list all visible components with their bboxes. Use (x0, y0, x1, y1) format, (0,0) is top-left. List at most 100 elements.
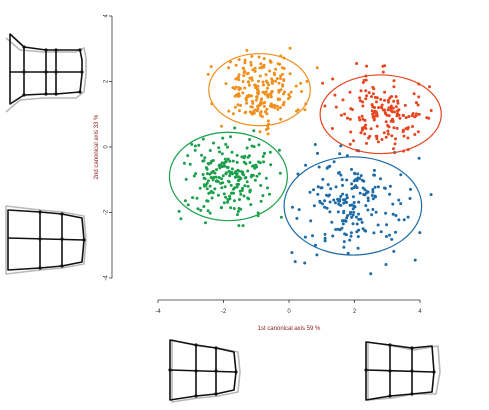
data-point (354, 215, 358, 219)
data-point (372, 231, 376, 235)
data-point (252, 129, 256, 133)
data-point (417, 156, 421, 160)
data-point (233, 199, 236, 203)
data-point (274, 79, 277, 83)
data-point (361, 104, 365, 108)
data-point (372, 87, 376, 91)
data-point (226, 200, 230, 204)
data-point (224, 160, 228, 163)
data-point (359, 131, 363, 135)
data-point (256, 91, 259, 95)
data-point (392, 85, 396, 89)
data-point (278, 171, 282, 175)
data-point (391, 212, 395, 216)
data-point (223, 185, 227, 189)
data-point (323, 205, 327, 209)
data-point (258, 161, 262, 165)
data-point (374, 210, 378, 214)
data-point (232, 187, 235, 191)
data-point (273, 103, 277, 107)
data-point (270, 105, 274, 109)
data-point (268, 192, 271, 196)
group-2-points (321, 62, 433, 153)
data-point (367, 91, 371, 95)
data-point (203, 177, 207, 181)
data-point (364, 97, 368, 101)
group-2-ellipse (319, 74, 442, 155)
data-point (281, 72, 284, 76)
data-point (371, 208, 375, 211)
data-point (394, 105, 398, 109)
data-point (345, 200, 349, 204)
data-point (428, 85, 431, 89)
data-point (379, 177, 382, 181)
data-point (275, 104, 279, 108)
data-point (334, 105, 338, 109)
data-point (279, 88, 283, 92)
data-point (237, 175, 241, 179)
data-point (214, 175, 218, 179)
data-point (397, 198, 401, 202)
data-point (417, 112, 421, 116)
data-point (220, 124, 223, 128)
data-point (246, 155, 250, 159)
data-point (195, 196, 199, 200)
data-point (264, 73, 268, 77)
data-point (303, 108, 307, 112)
data-point (236, 213, 239, 217)
data-point (205, 199, 209, 203)
data-point (394, 95, 398, 99)
data-point (379, 230, 383, 234)
data-point (251, 173, 255, 177)
data-point (314, 243, 317, 247)
data-point (341, 192, 345, 196)
data-point (237, 73, 241, 77)
data-point (332, 198, 336, 202)
data-point (236, 103, 240, 107)
data-point (321, 81, 325, 85)
data-point (269, 163, 273, 167)
data-point (270, 81, 274, 85)
data-point (269, 102, 273, 106)
data-point (330, 127, 334, 130)
data-point (381, 70, 385, 74)
data-point (348, 117, 352, 121)
data-point (390, 110, 394, 114)
data-point (249, 63, 253, 67)
data-point (312, 188, 315, 192)
data-point (396, 109, 400, 113)
data-point (352, 201, 356, 204)
data-point (373, 173, 376, 177)
data-point (349, 130, 353, 134)
data-point (323, 232, 327, 236)
data-point (303, 261, 307, 265)
data-point (367, 136, 370, 140)
data-point (236, 76, 240, 80)
data-point (243, 176, 247, 180)
glyph-left-middle (5, 205, 87, 275)
data-point (358, 177, 362, 180)
data-point (260, 115, 264, 119)
data-point (425, 116, 429, 120)
data-point (333, 201, 337, 205)
data-point (237, 109, 241, 113)
data-point (177, 209, 181, 213)
data-point (259, 184, 263, 187)
data-point (266, 119, 270, 123)
data-point (409, 187, 412, 191)
data-point (369, 127, 373, 131)
data-point (217, 176, 221, 179)
data-point (228, 194, 232, 198)
data-point (365, 141, 368, 145)
data-point (406, 136, 410, 140)
data-point (330, 220, 334, 224)
data-point (184, 177, 188, 181)
data-point (355, 186, 359, 190)
data-point (277, 148, 281, 152)
data-point (246, 184, 250, 188)
data-point (296, 172, 300, 176)
data-point (289, 90, 293, 94)
data-point (270, 77, 274, 81)
data-point (250, 94, 253, 98)
data-point (321, 202, 324, 206)
